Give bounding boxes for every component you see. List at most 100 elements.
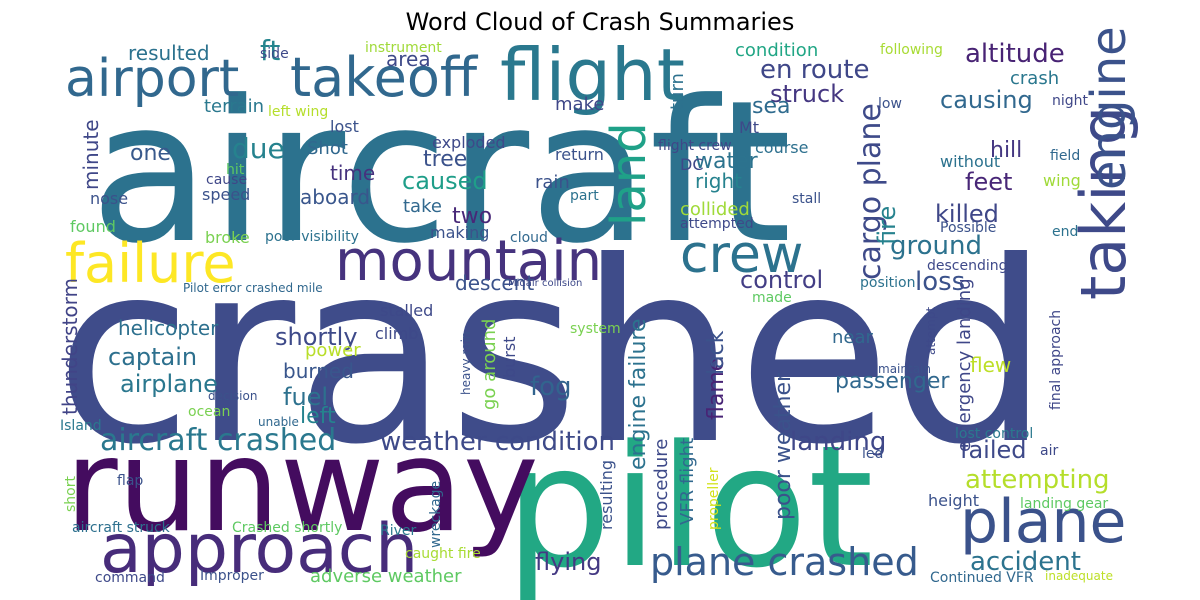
word-cloud-word: control: [740, 266, 823, 294]
word-cloud-word: cause: [206, 172, 247, 188]
word-cloud-word: River: [380, 523, 417, 539]
word-cloud-word: fog: [530, 372, 572, 402]
word-cloud-word: Midair collision: [508, 278, 582, 289]
word-cloud-word: end: [1052, 224, 1078, 240]
word-cloud-word: night: [1052, 93, 1089, 109]
word-cloud-word: stall: [792, 191, 821, 207]
word-cloud-word: procedure: [651, 439, 672, 530]
word-cloud-word: caught fire: [405, 546, 481, 562]
word-cloud-word: near: [832, 327, 874, 348]
word-cloud-word: landing: [790, 427, 886, 457]
word-cloud-word: plane: [960, 487, 1126, 557]
word-cloud-word: passenger: [835, 369, 950, 394]
word-cloud-word: time: [330, 161, 375, 185]
word-cloud-word: altitude: [965, 39, 1065, 69]
word-cloud-word: hill: [990, 138, 1022, 163]
word-cloud-word: flying: [535, 548, 601, 576]
word-cloud-word: flap: [117, 473, 143, 489]
word-cloud-word: resulting: [597, 460, 616, 530]
word-cloud-word: heavy rain: [459, 331, 473, 395]
word-cloud-word: power: [305, 340, 361, 361]
word-cloud-word: turn: [667, 73, 688, 110]
word-cloud-word: fuel: [283, 383, 328, 411]
word-cloud-word: command: [95, 570, 165, 586]
word-cloud-word: decision: [208, 389, 257, 403]
word-cloud-word: left wing: [268, 104, 328, 120]
word-cloud-word: thunderstorm: [58, 278, 82, 415]
word-cloud-word: broke: [205, 228, 250, 247]
word-cloud-word: maintain: [878, 362, 931, 376]
word-cloud-word: cargo plane: [853, 103, 888, 280]
word-cloud-word: accident: [970, 547, 1081, 577]
word-cloud-word: Island: [60, 418, 102, 434]
word-cloud-word: descending: [927, 258, 1008, 274]
word-cloud-word: descent: [455, 271, 534, 295]
word-cloud-word: approach: [100, 510, 418, 589]
word-cloud-word: water: [695, 149, 759, 174]
word-cloud-word: two: [452, 204, 492, 229]
word-cloud-word: unable: [258, 415, 299, 429]
word-cloud-word: Possible: [940, 220, 996, 236]
word-cloud-word: final approach: [1048, 310, 1064, 410]
word-cloud-word: nose: [90, 189, 128, 208]
word-cloud-word: crash: [1010, 68, 1059, 89]
word-cloud-word: plane crashed: [650, 540, 919, 584]
word-cloud-word: causing: [940, 86, 1033, 114]
word-cloud-word: go around: [479, 319, 500, 410]
word-cloud-word: poor weather: [771, 372, 796, 520]
word-cloud-word: make: [555, 94, 604, 115]
word-cloud-word: ocean: [188, 404, 230, 420]
word-cloud-word: making: [430, 223, 489, 242]
word-cloud-word: lost control: [955, 426, 1033, 442]
word-cloud-word: field: [1050, 148, 1080, 164]
word-cloud-word: made: [752, 290, 792, 306]
word-cloud-word: Improper: [200, 568, 264, 584]
word-cloud-word: propeller: [706, 467, 722, 530]
word-cloud-word: course: [755, 138, 808, 157]
word-cloud-word: short: [63, 476, 79, 512]
word-cloud-word: resulted: [128, 41, 210, 65]
word-cloud-word: feet: [965, 168, 1012, 196]
word-cloud-word: flight crew: [658, 138, 732, 154]
word-cloud-word: DC: [680, 155, 704, 174]
word-cloud-word: failure: [65, 232, 236, 295]
word-cloud-word: shortly: [275, 323, 358, 351]
word-cloud-word: tree: [423, 147, 467, 172]
word-cloud-word: Pilot error crashed mile: [183, 281, 323, 295]
word-cloud-word: inadequate: [1045, 569, 1113, 583]
word-cloud-word: aircraft struck: [72, 520, 171, 536]
word-cloud-word: Mt: [739, 118, 759, 137]
word-cloud-word: caused: [402, 167, 488, 195]
chart-title: Word Cloud of Crash Summaries: [405, 8, 795, 36]
word-cloud-word: instrument: [365, 40, 442, 56]
word-cloud-word: adverse weather: [310, 566, 462, 587]
word-cloud-word: land: [601, 122, 657, 226]
word-cloud-word: stalled: [380, 301, 433, 320]
word-cloud-word: minute: [79, 119, 103, 190]
word-cloud-word: speed: [202, 185, 250, 204]
word-cloud-word: aboard: [300, 185, 370, 209]
word-cloud-word: fire: [873, 206, 901, 245]
word-cloud-word: terrain: [204, 96, 264, 117]
word-cloud-word: VFR flight: [677, 438, 698, 525]
word-cloud-word: flame: [704, 358, 729, 420]
word-cloud-word: flew: [970, 353, 1011, 377]
word-cloud-word: mountain: [335, 229, 602, 294]
word-cloud-word: one: [130, 141, 171, 166]
word-cloud-word: crew: [680, 225, 803, 285]
word-cloud-word: position: [860, 275, 915, 291]
word-cloud-word: loss: [915, 267, 965, 297]
word-cloud-word: attempted: [680, 216, 754, 232]
word-cloud-word: left: [300, 404, 336, 429]
word-cloud-word: airport: [65, 49, 239, 109]
word-cloud-word: lack: [704, 330, 729, 375]
word-cloud-word: climb: [375, 324, 418, 343]
word-cloud-word: en route: [760, 55, 869, 85]
word-cloud-word: wreckage: [428, 481, 444, 548]
word-cloud-word: aircraft crashed: [100, 423, 336, 458]
word-cloud-word: lost: [330, 117, 359, 136]
word-cloud-word: captain: [108, 343, 197, 371]
word-cloud-word: cloud: [510, 230, 548, 246]
word-cloud-word: burned: [283, 359, 354, 383]
word-cloud-word: attempting: [965, 465, 1110, 495]
